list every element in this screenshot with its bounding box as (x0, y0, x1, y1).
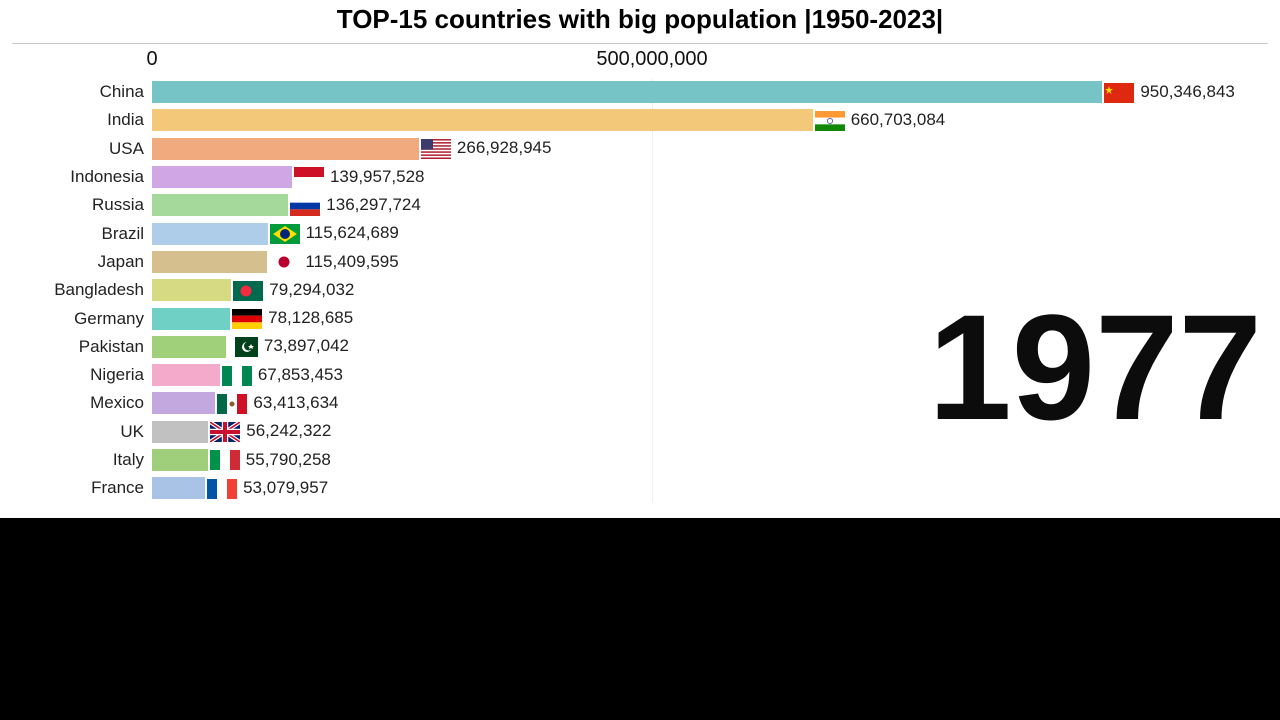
population-value: 136,297,724 (326, 195, 421, 214)
year-indicator: 1977 (928, 300, 1262, 435)
ng-flag-icon (222, 366, 252, 386)
bar-tail: 78,128,685 (230, 308, 353, 329)
bar-row: China950,346,843 (152, 78, 1268, 106)
fr-flag-icon (207, 479, 237, 499)
bd-flag-icon (233, 281, 263, 301)
cn-flag-icon (1104, 83, 1134, 103)
country-label: China (12, 82, 144, 102)
bar-row: USA266,928,945 (152, 135, 1268, 163)
bar-tail: 660,703,084 (813, 110, 946, 131)
country-label: France (12, 478, 144, 498)
population-value: 115,409,595 (305, 252, 398, 271)
in-flag-icon (815, 111, 845, 131)
population-value: 55,790,258 (246, 450, 331, 469)
bar-row: Japan115,409,595 (152, 248, 1268, 276)
mx-flag-icon (217, 394, 247, 414)
population-value: 63,413,634 (253, 393, 338, 412)
bar-tail: 136,297,724 (288, 195, 421, 216)
ru-flag-icon (290, 196, 320, 216)
population-bar (152, 421, 208, 443)
population-value: 73,897,042 (264, 336, 349, 355)
population-value: 660,703,084 (851, 110, 946, 129)
br-flag-icon (270, 224, 300, 244)
population-value: 53,079,957 (243, 478, 328, 497)
population-bar (152, 223, 268, 245)
population-value: 115,624,689 (306, 223, 399, 242)
bar-tail: 266,928,945 (419, 138, 552, 159)
population-bar (152, 166, 292, 188)
bar-tail: 73,897,042 (226, 336, 349, 357)
axis-tick: 0 (146, 48, 157, 71)
population-value: 67,853,453 (258, 365, 343, 384)
bar-row: Brazil115,624,689 (152, 219, 1268, 247)
population-bar (152, 308, 230, 330)
population-bar (152, 392, 215, 414)
country-label: USA (12, 139, 144, 159)
population-bar (152, 109, 813, 131)
bar-row: France53,079,957 (152, 474, 1268, 502)
bar-tail: 55,790,258 (208, 450, 331, 471)
bar-tail: 53,079,957 (205, 478, 328, 499)
country-label: Germany (12, 309, 144, 329)
population-value: 139,957,528 (330, 167, 425, 186)
population-bar (152, 449, 208, 471)
bar-tail: 139,957,528 (292, 167, 425, 188)
population-value: 266,928,945 (457, 138, 552, 157)
country-label: India (12, 110, 144, 130)
bar-tail: 56,242,322 (208, 421, 331, 442)
population-bar (152, 336, 226, 358)
de-flag-icon (232, 309, 262, 329)
country-label: Brazil (12, 224, 144, 244)
bar-tail: 950,346,843 (1102, 82, 1235, 103)
country-label: Pakistan (12, 337, 144, 357)
jp-flag-icon (269, 252, 299, 272)
x-axis: 0500,000,000 (152, 44, 1268, 78)
bar-row: Russia136,297,724 (152, 191, 1268, 219)
bar-tail: 115,624,689 (268, 223, 399, 244)
country-label: Nigeria (12, 365, 144, 385)
country-label: Mexico (12, 393, 144, 413)
country-label: UK (12, 422, 144, 442)
population-bar (152, 279, 231, 301)
population-bar (152, 364, 220, 386)
gb-flag-icon (210, 422, 240, 442)
pk-flag-icon (228, 337, 258, 357)
population-value: 79,294,032 (269, 280, 354, 299)
country-label: Italy (12, 450, 144, 470)
bar-row: Indonesia139,957,528 (152, 163, 1268, 191)
population-bar (152, 81, 1102, 103)
population-value: 950,346,843 (1140, 82, 1235, 101)
bar-row: India660,703,084 (152, 106, 1268, 134)
bar-tail: 79,294,032 (231, 280, 354, 301)
country-label: Indonesia (12, 167, 144, 187)
axis-tick: 500,000,000 (596, 48, 707, 71)
it-flag-icon (210, 450, 240, 470)
bar-tail: 115,409,595 (267, 252, 398, 273)
us-flag-icon (421, 139, 451, 159)
population-value: 78,128,685 (268, 308, 353, 327)
bar-tail: 63,413,634 (215, 393, 338, 414)
population-bar (152, 138, 419, 160)
population-bar (152, 194, 288, 216)
country-label: Bangladesh (12, 280, 144, 300)
bottom-black-bar (0, 518, 1280, 720)
population-value: 56,242,322 (246, 421, 331, 440)
page: TOP-15 countries with big population |19… (0, 0, 1280, 720)
population-bar (152, 477, 205, 499)
bar-tail: 67,853,453 (220, 365, 343, 386)
country-label: Russia (12, 195, 144, 215)
chart-title: TOP-15 countries with big population |19… (0, 0, 1280, 43)
id-flag-icon (294, 167, 324, 187)
country-label: Japan (12, 252, 144, 272)
population-bar (152, 251, 267, 273)
